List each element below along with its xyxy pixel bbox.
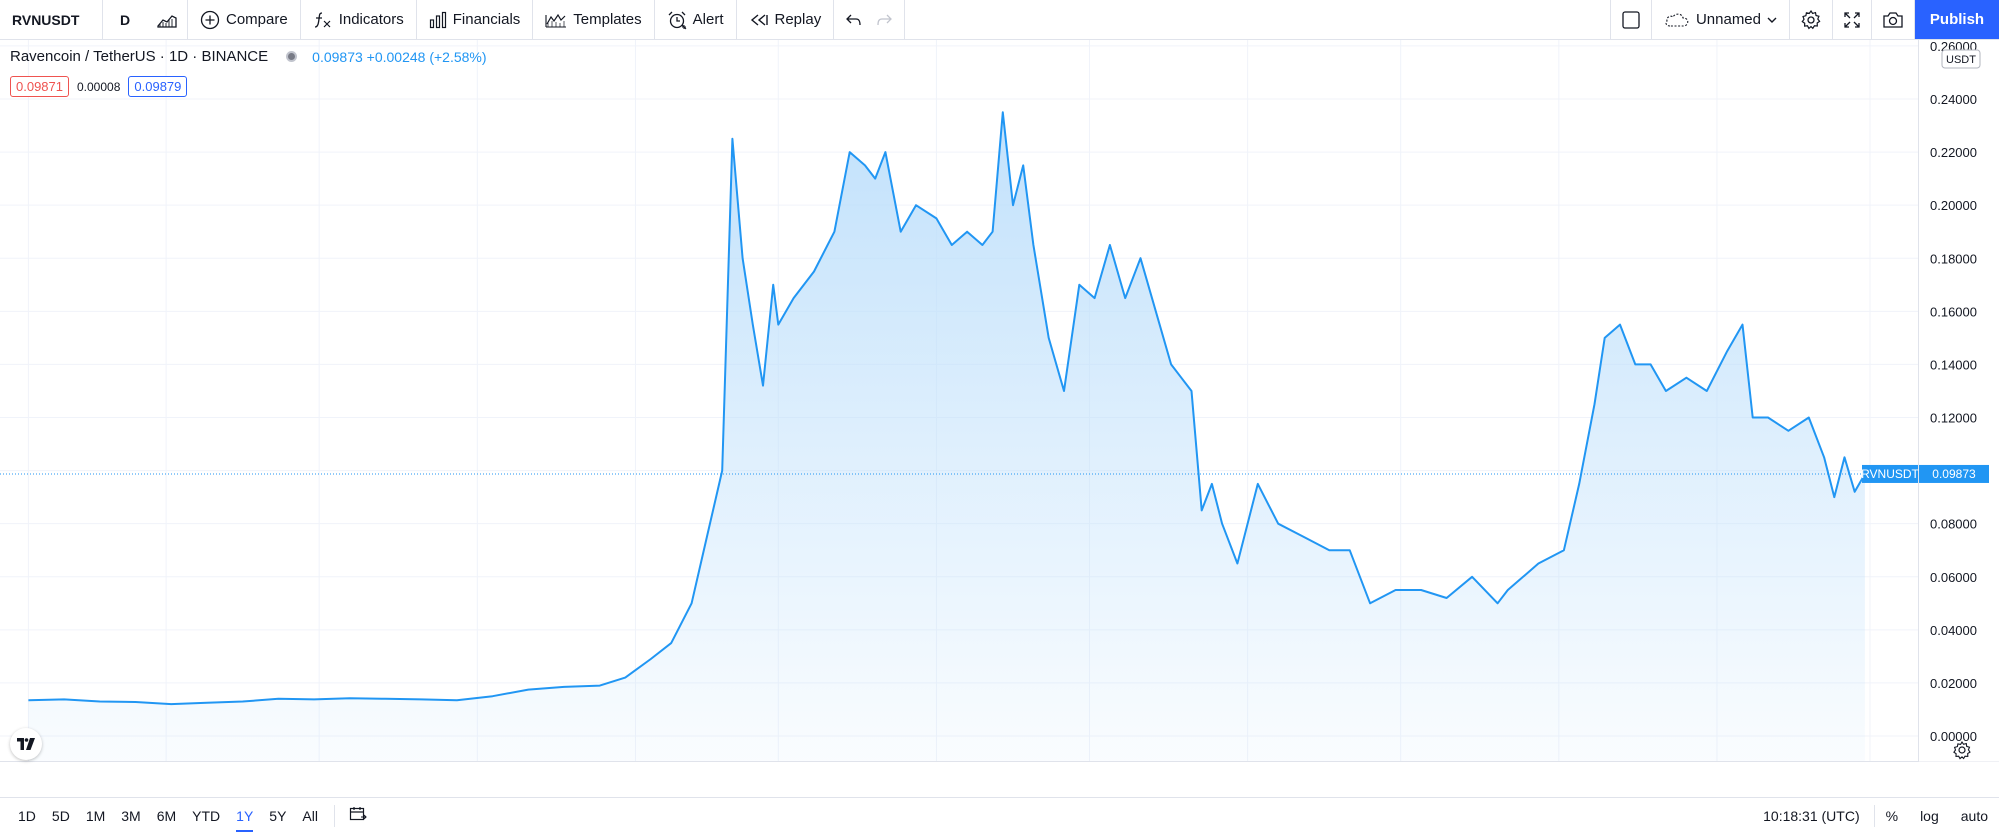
range-button-5d[interactable]: 5D xyxy=(51,807,70,824)
percent-scale-button[interactable]: % xyxy=(1885,807,1899,824)
symbol-search-button[interactable]: RVNUSDT xyxy=(0,0,103,39)
price-tick-label: 0.08000 xyxy=(1930,517,1977,532)
sell-price-button[interactable]: 0.09871 xyxy=(10,76,69,97)
indicators-label: Indicators xyxy=(338,11,404,28)
alert-button[interactable]: Alert xyxy=(655,0,737,39)
bid-ask-row: 0.09871 0.00008 0.09879 xyxy=(10,76,188,97)
publish-button[interactable]: Publish xyxy=(1915,0,1999,39)
price-axis[interactable]: 0.260000.240000.220000.200000.180000.160… xyxy=(1930,40,1977,744)
price-tick-label: 0.20000 xyxy=(1930,198,1977,213)
symbol-label: RVNUSDT xyxy=(12,11,80,28)
compare-label: Compare xyxy=(226,11,288,28)
chevron-down-icon xyxy=(1767,16,1777,24)
toolbar-spacer xyxy=(905,0,1610,39)
layout-name-label: Unnamed xyxy=(1695,11,1761,28)
interval-button[interactable]: D xyxy=(103,0,147,39)
legend-values: 0.09873 +0.00248 (+2.58%) xyxy=(312,48,487,65)
price-area-fill xyxy=(28,112,1865,762)
currency-label: USDT xyxy=(1946,54,1976,66)
log-scale-button[interactable]: log xyxy=(1920,807,1939,824)
date-range-group: 1D 5D 1M 3M 6M YTD 1Y 5Y All xyxy=(0,804,335,832)
area-chart-icon xyxy=(157,12,177,28)
templates-button[interactable]: Templates xyxy=(533,0,655,39)
layout-select-button[interactable] xyxy=(1609,0,1652,39)
price-tick-label: 0.14000 xyxy=(1930,357,1977,372)
plus-circle-icon xyxy=(200,10,220,30)
chart-settings-button[interactable] xyxy=(1790,0,1833,39)
range-button-1m[interactable]: 1M xyxy=(85,807,106,824)
gear-icon xyxy=(1800,9,1822,31)
price-tick-label: 0.24000 xyxy=(1930,92,1977,107)
price-tick-label: 0.00000 xyxy=(1930,729,1977,744)
templates-icon xyxy=(545,11,567,29)
fullscreen-button[interactable] xyxy=(1833,0,1872,39)
range-button-3m[interactable]: 3M xyxy=(121,807,141,824)
tradingview-logo-icon xyxy=(17,738,35,750)
price-chart[interactable]: 0.260000.240000.220000.200000.180000.160… xyxy=(0,40,1999,762)
undo-icon[interactable] xyxy=(846,13,862,27)
alarm-clock-icon xyxy=(667,10,687,30)
indicators-button[interactable]: Indicators xyxy=(301,0,417,39)
undo-redo-group xyxy=(834,0,906,39)
alert-label: Alert xyxy=(692,11,724,28)
layout-name-button[interactable]: Unnamed xyxy=(1652,0,1790,39)
clock-label: 10:18:31 (UTC) xyxy=(1763,807,1860,824)
currency-badge[interactable]: USDT xyxy=(1941,49,1981,69)
interval-label: D xyxy=(119,11,131,28)
timezone-clock[interactable]: 10:18:31 (UTC) xyxy=(1749,804,1875,827)
fx-icon xyxy=(313,10,333,30)
camera-icon xyxy=(1882,11,1904,29)
auto-scale-button[interactable]: auto xyxy=(1960,807,1988,824)
market-status-icon xyxy=(286,51,298,62)
top-toolbar: RVNUSDT D Compare Indicators Financials … xyxy=(0,0,1999,40)
rewind-icon xyxy=(749,12,769,28)
redo-icon[interactable] xyxy=(876,13,893,27)
bar-chart-icon xyxy=(429,11,447,29)
buy-price-button[interactable]: 0.09879 xyxy=(128,76,188,97)
price-tick-label: 0.04000 xyxy=(1930,623,1977,638)
replay-button[interactable]: Replay xyxy=(737,0,835,39)
last-price-label: RVNUSDT 0.09873 xyxy=(1861,464,1989,483)
square-icon xyxy=(1621,10,1641,30)
range-button-6m[interactable]: 6M xyxy=(156,807,177,824)
range-button-1y[interactable]: 1Y xyxy=(228,808,261,832)
range-button-all[interactable]: All xyxy=(302,807,318,824)
price-tick-label: 0.18000 xyxy=(1930,251,1977,266)
bottom-toolbar: 1D 5D 1M 3M 6M YTD 1Y 5Y All 10:18:31 (UTC) % lo… xyxy=(0,797,1999,833)
price-tick-label: 0.16000 xyxy=(1930,304,1977,319)
time-axis-settings-icon[interactable] xyxy=(1953,740,1971,760)
last-price-value: 0.09873 xyxy=(1932,467,1976,481)
calendar-icon xyxy=(349,806,367,825)
range-button-5y[interactable]: 5Y xyxy=(269,807,287,824)
price-tick-label: 0.22000 xyxy=(1930,145,1977,160)
last-price-symbol: RVNUSDT xyxy=(1861,467,1919,481)
publish-label: Publish xyxy=(1929,11,1985,28)
tradingview-logo[interactable] xyxy=(10,728,42,760)
cloud-icon xyxy=(1664,12,1690,28)
range-button-ytd[interactable]: YTD xyxy=(192,807,221,824)
range-button-1d[interactable]: 1D xyxy=(18,807,36,824)
chart-type-button[interactable] xyxy=(147,0,188,39)
chart-legend[interactable]: Ravencoin / TetherUS · 1D · BINANCE 0.09… xyxy=(10,48,487,65)
price-tick-label: 0.02000 xyxy=(1930,676,1977,691)
price-line xyxy=(28,111,1866,706)
price-tick-label: 0.06000 xyxy=(1930,570,1977,585)
price-tick-label: 0.12000 xyxy=(1930,411,1977,426)
financials-button[interactable]: Financials xyxy=(417,0,534,39)
snapshot-button[interactable] xyxy=(1872,0,1915,39)
spread-value: 0.00008 xyxy=(77,79,121,94)
fullscreen-icon xyxy=(1843,11,1861,29)
financials-label: Financials xyxy=(452,11,521,28)
legend-title: Ravencoin / TetherUS · 1D · BINANCE xyxy=(10,48,269,65)
templates-label: Templates xyxy=(573,11,642,28)
replay-label: Replay xyxy=(774,11,822,28)
go-to-date-button[interactable] xyxy=(335,806,381,825)
compare-button[interactable]: Compare xyxy=(188,0,301,39)
